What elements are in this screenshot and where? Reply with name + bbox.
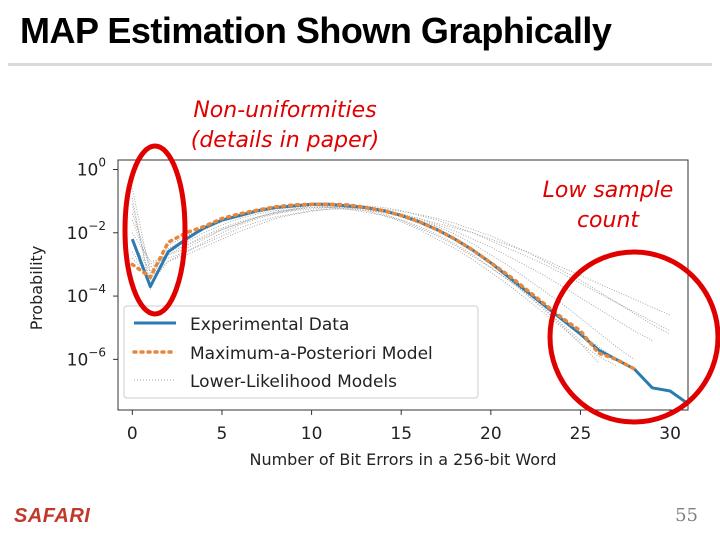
series-map-model-line [130,202,636,371]
x-tick-label: 15 [390,424,412,444]
annotation-low-sample-count: Low sample count [520,176,696,236]
lower-likelihood-model-line [131,197,617,367]
page-number: 55 [675,505,698,526]
legend-label-lower: Lower-Likelihood Models [190,372,397,392]
x-tick-label: 20 [480,424,502,444]
annotation-right-line2: count [576,208,640,233]
x-tick-label: 5 [217,424,228,444]
y-tick-label: 10−6 [67,345,106,370]
lower-likelihood-model-line [131,206,635,360]
annotation-left-line2: (details in paper) [190,128,380,153]
title-divider [8,63,712,66]
y-tick-label: 100 [77,155,106,180]
annotation-non-uniformities: Non-uniformities (details in paper) [165,96,405,156]
legend-label-experimental: Experimental Data [190,315,349,335]
slide-title: MAP Estimation Shown Graphically [20,10,612,51]
y-tick-label: 10−2 [67,219,106,244]
plot-frame [117,159,689,411]
x-tick-label: 10 [301,424,323,444]
x-axis-label: Number of Bit Errors in a 256-bit Word [249,450,556,469]
safari-logo: SAFARI [14,505,91,527]
x-tick-label: 25 [570,424,592,444]
legend-box [123,305,479,399]
lower-likelihood-model-line [131,203,671,332]
highlight-circle-left [122,143,188,317]
y-tick-label: 10−4 [67,282,106,307]
x-tick-label: 0 [127,424,138,444]
y-axis-label: Probability [27,246,46,331]
lower-likelihood-model-line [131,208,671,316]
x-tick-label: 30 [659,424,681,444]
y-axis-ticks: 100 10−2 10−4 10−6 [67,155,118,370]
lower-likelihood-model-line [131,188,581,341]
x-axis-ticks: 0 5 10 15 20 25 30 [127,410,681,444]
legend: Experimental Data Maximum-a-Posteriori M… [123,305,479,399]
annotation-left-line1: Non-uniformities [193,98,377,123]
annotation-right-line1: Low sample [542,178,674,203]
highlight-circle-right [547,249,720,425]
series-group [130,202,689,405]
legend-label-map: Maximum-a-Posteriori Model [190,344,433,364]
